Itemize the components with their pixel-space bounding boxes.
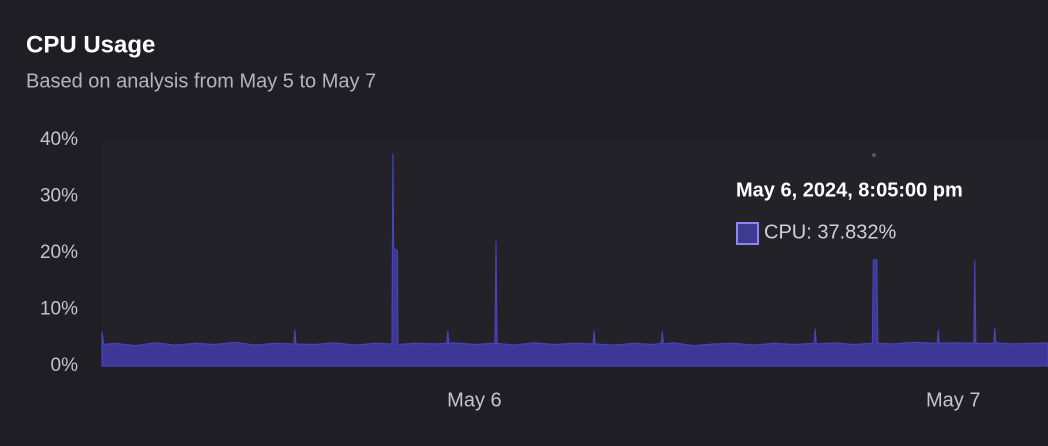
y-tick-label: 0% [51, 355, 79, 376]
y-tick-label: 20% [40, 242, 78, 263]
chart-subtitle: Based on analysis from May 5 to May 7 [26, 70, 376, 92]
chart-title: CPU Usage [26, 31, 155, 58]
tooltip-text: CPU: 37.832% [764, 221, 897, 243]
x-tick-label: May 6 [447, 389, 501, 411]
hover-dot [872, 153, 876, 157]
y-tick-label: 40% [40, 129, 78, 150]
tooltip: May 6, 2024, 8:05:00 pm CPU: 37.832% [736, 153, 963, 245]
y-tick-label: 10% [40, 299, 78, 320]
tooltip-swatch [736, 222, 759, 245]
x-tick-label: May 7 [926, 389, 980, 411]
y-tick-label: 30% [40, 186, 78, 207]
series [101, 153, 1048, 367]
plot-area [102, 140, 1048, 366]
cpu-area [101, 153, 1048, 367]
tooltip-title: May 6, 2024, 8:05:00 pm [736, 179, 963, 201]
